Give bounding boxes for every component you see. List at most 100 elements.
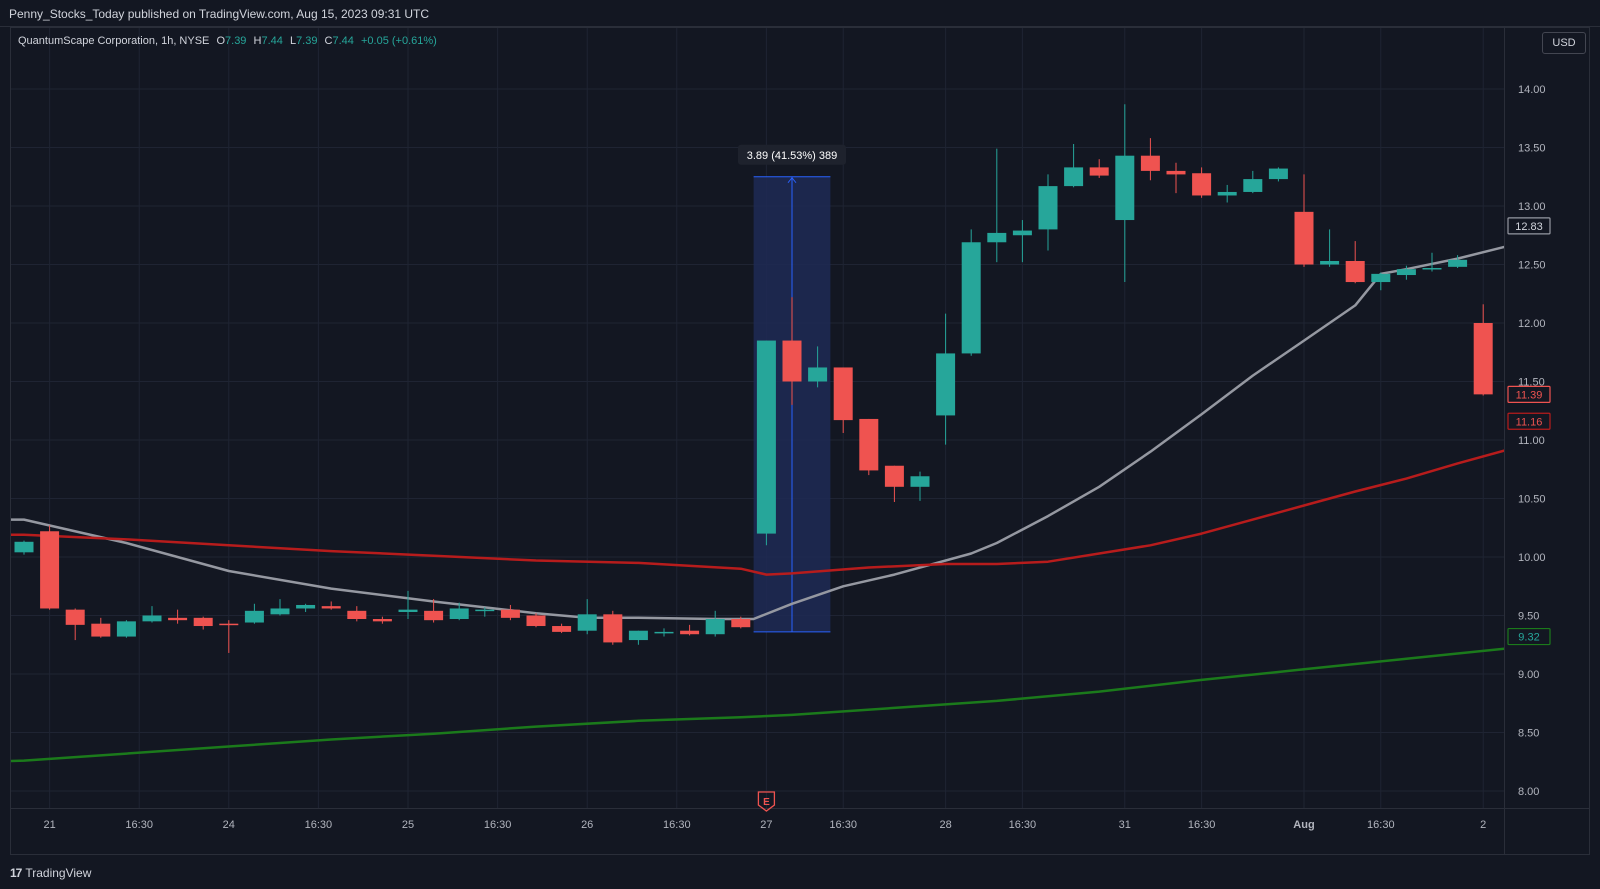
x-tick-label: 24: [223, 819, 235, 831]
y-tick-label: 14.00: [1518, 84, 1546, 96]
moving-average-line-2: [11, 449, 1504, 576]
candle: [628, 630, 648, 645]
candle: [65, 608, 85, 641]
candle-body: [296, 604, 316, 609]
candle-body: [1345, 260, 1365, 283]
x-tick-label: 26: [581, 819, 593, 831]
x-tick-label: 16:30: [663, 819, 691, 831]
high-value: 7.44: [261, 35, 283, 47]
footer-bar: [0, 856, 1600, 889]
candle: [526, 613, 546, 628]
candle: [1320, 229, 1340, 267]
close-label: C: [324, 35, 333, 47]
candle: [705, 610, 725, 637]
candle: [449, 602, 469, 621]
low-label: L: [289, 35, 297, 47]
candle-body: [859, 418, 879, 471]
candle-body: [936, 353, 956, 416]
candle-body: [1140, 155, 1160, 171]
candle: [1089, 159, 1109, 178]
earnings-event-label: E: [763, 797, 770, 808]
chart-pane[interactable]: [10, 27, 1590, 855]
candle: [1038, 174, 1058, 251]
candle-body: [1217, 191, 1237, 196]
candle-body: [347, 610, 367, 620]
candle: [808, 346, 828, 388]
candle: [1064, 143, 1084, 188]
price-label: 9.32: [1518, 632, 1539, 644]
y-tick-label: 12.00: [1518, 318, 1546, 330]
candle-body: [398, 609, 418, 612]
candle: [680, 624, 700, 636]
x-tick-label: 25: [402, 819, 414, 831]
candle-body: [756, 340, 776, 534]
candle-body: [270, 608, 290, 615]
candle-body: [142, 615, 162, 622]
candle-body: [577, 614, 597, 631]
candle: [987, 148, 1007, 263]
candle: [1294, 174, 1314, 267]
candle: [1243, 170, 1263, 194]
currency-button[interactable]: USD: [1542, 32, 1586, 54]
x-tick-label: 16:30: [829, 819, 857, 831]
measure-label-box: [738, 144, 846, 165]
candle-body: [1268, 168, 1288, 180]
candle-body: [65, 609, 85, 625]
x-tick-label: 16:30: [125, 819, 153, 831]
candle-body: [1448, 259, 1468, 267]
candle: [936, 313, 956, 445]
y-tick-label: 13.00: [1518, 201, 1546, 213]
candle-body: [1064, 167, 1084, 187]
candle-body: [884, 465, 904, 487]
candle-body: [14, 541, 34, 553]
x-tick-label: Aug: [1293, 819, 1314, 831]
candle-body: [654, 631, 674, 634]
candle: [1192, 167, 1212, 198]
x-tick-label: 16:30: [305, 819, 333, 831]
x-tick-label: 16:30: [484, 819, 512, 831]
top-bar: Penny_Stocks_Today published on TradingV…: [0, 0, 1600, 27]
candle: [398, 590, 418, 620]
candle-body: [1422, 268, 1442, 270]
candle-body: [1243, 179, 1263, 192]
earnings-event-icon: [757, 791, 776, 812]
candle: [1012, 220, 1032, 263]
y-tick-label: 8.50: [1518, 728, 1539, 740]
candle-body: [244, 610, 264, 623]
price-label: 11.16: [1516, 416, 1543, 428]
candle-body: [1166, 170, 1186, 175]
candle: [142, 606, 162, 623]
candle: [116, 620, 136, 638]
tradingview-logo-icon: 17: [10, 866, 22, 880]
y-tick-label: 12.50: [1518, 260, 1546, 272]
candle: [1371, 272, 1391, 291]
price-label-box: [1507, 627, 1551, 646]
candle: [603, 610, 623, 645]
x-tick-label: 28: [939, 819, 951, 831]
candle: [1217, 184, 1237, 203]
plot-area: [11, 28, 1504, 808]
symbol-title: QuantumScape Corporation, 1h, NYSE: [18, 35, 210, 47]
high-label: H: [253, 35, 262, 47]
y-tick-label: 10.00: [1518, 552, 1546, 564]
candle: [475, 607, 495, 617]
x-tick-label: 16:30: [1188, 819, 1216, 831]
candle-body: [1089, 167, 1109, 176]
candle-body: [603, 614, 623, 643]
candle-body: [1192, 173, 1212, 196]
symbol-legend: QuantumScape Corporation, 1h, NYSE O7.39…: [18, 35, 437, 47]
candle-body: [1038, 186, 1058, 230]
candle: [91, 617, 111, 638]
candle: [168, 609, 188, 624]
candle: [372, 616, 392, 624]
y-tick-label: 8.00: [1518, 786, 1539, 798]
open-label: O: [216, 35, 226, 47]
candle: [424, 599, 444, 623]
candle: [577, 599, 597, 635]
candle: [961, 229, 981, 356]
candle-body: [116, 621, 136, 637]
candle-body: [833, 367, 853, 421]
candle: [1140, 138, 1160, 181]
tradingview-logo[interactable]: 17 TradingView: [10, 866, 91, 880]
